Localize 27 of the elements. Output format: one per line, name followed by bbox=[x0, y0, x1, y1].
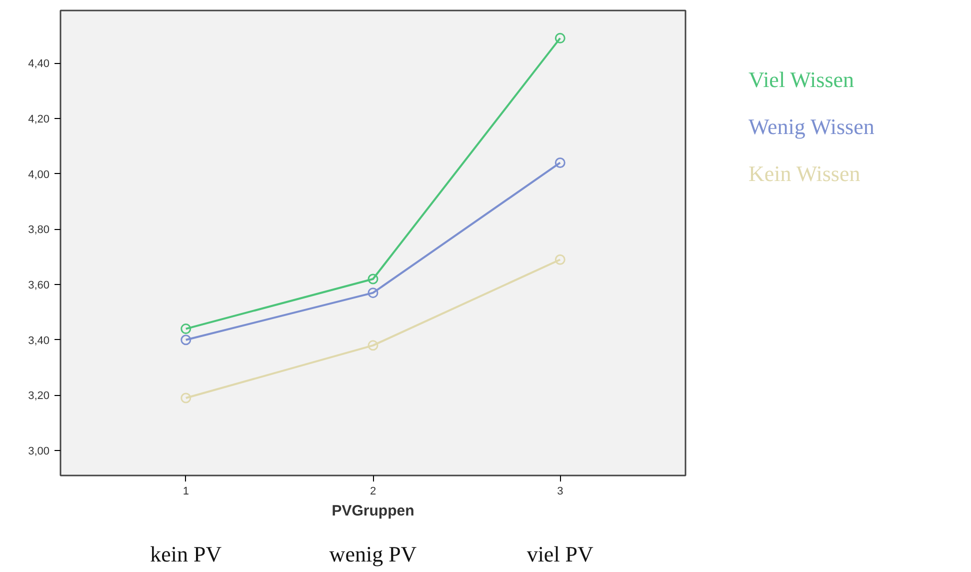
point bbox=[554, 254, 566, 265]
x-axis-title: PVGruppen bbox=[332, 502, 414, 520]
point bbox=[554, 157, 566, 168]
y-tick-label: 4,20 bbox=[28, 113, 50, 126]
text: wenig PV bbox=[329, 542, 417, 566]
point bbox=[554, 32, 566, 44]
point bbox=[368, 288, 378, 298]
text: Wenig Wissen bbox=[748, 114, 874, 139]
point bbox=[368, 274, 378, 284]
point bbox=[180, 392, 192, 404]
x-tick-label: 2 bbox=[370, 486, 376, 498]
text: Viel Wissen bbox=[748, 67, 854, 92]
y-tick-label: 3,00 bbox=[28, 446, 50, 458]
x-tick-label: 1 bbox=[182, 486, 189, 498]
y-tick-label: 4,40 bbox=[28, 58, 50, 70]
point bbox=[180, 324, 192, 334]
point bbox=[180, 334, 192, 346]
y-tick-label: 3,40 bbox=[28, 334, 50, 347]
text: kein PV bbox=[150, 542, 222, 566]
y-tick-label: 3,20 bbox=[28, 390, 50, 402]
point bbox=[368, 340, 378, 351]
y-tick-label: 4,00 bbox=[28, 168, 50, 181]
text: Kein Wissen bbox=[748, 161, 860, 186]
y-tick-label: 3,60 bbox=[28, 280, 50, 292]
x-tick-label: 3 bbox=[557, 486, 564, 498]
y-tick-label: 3,80 bbox=[28, 224, 50, 236]
text: viel PV bbox=[526, 542, 594, 566]
